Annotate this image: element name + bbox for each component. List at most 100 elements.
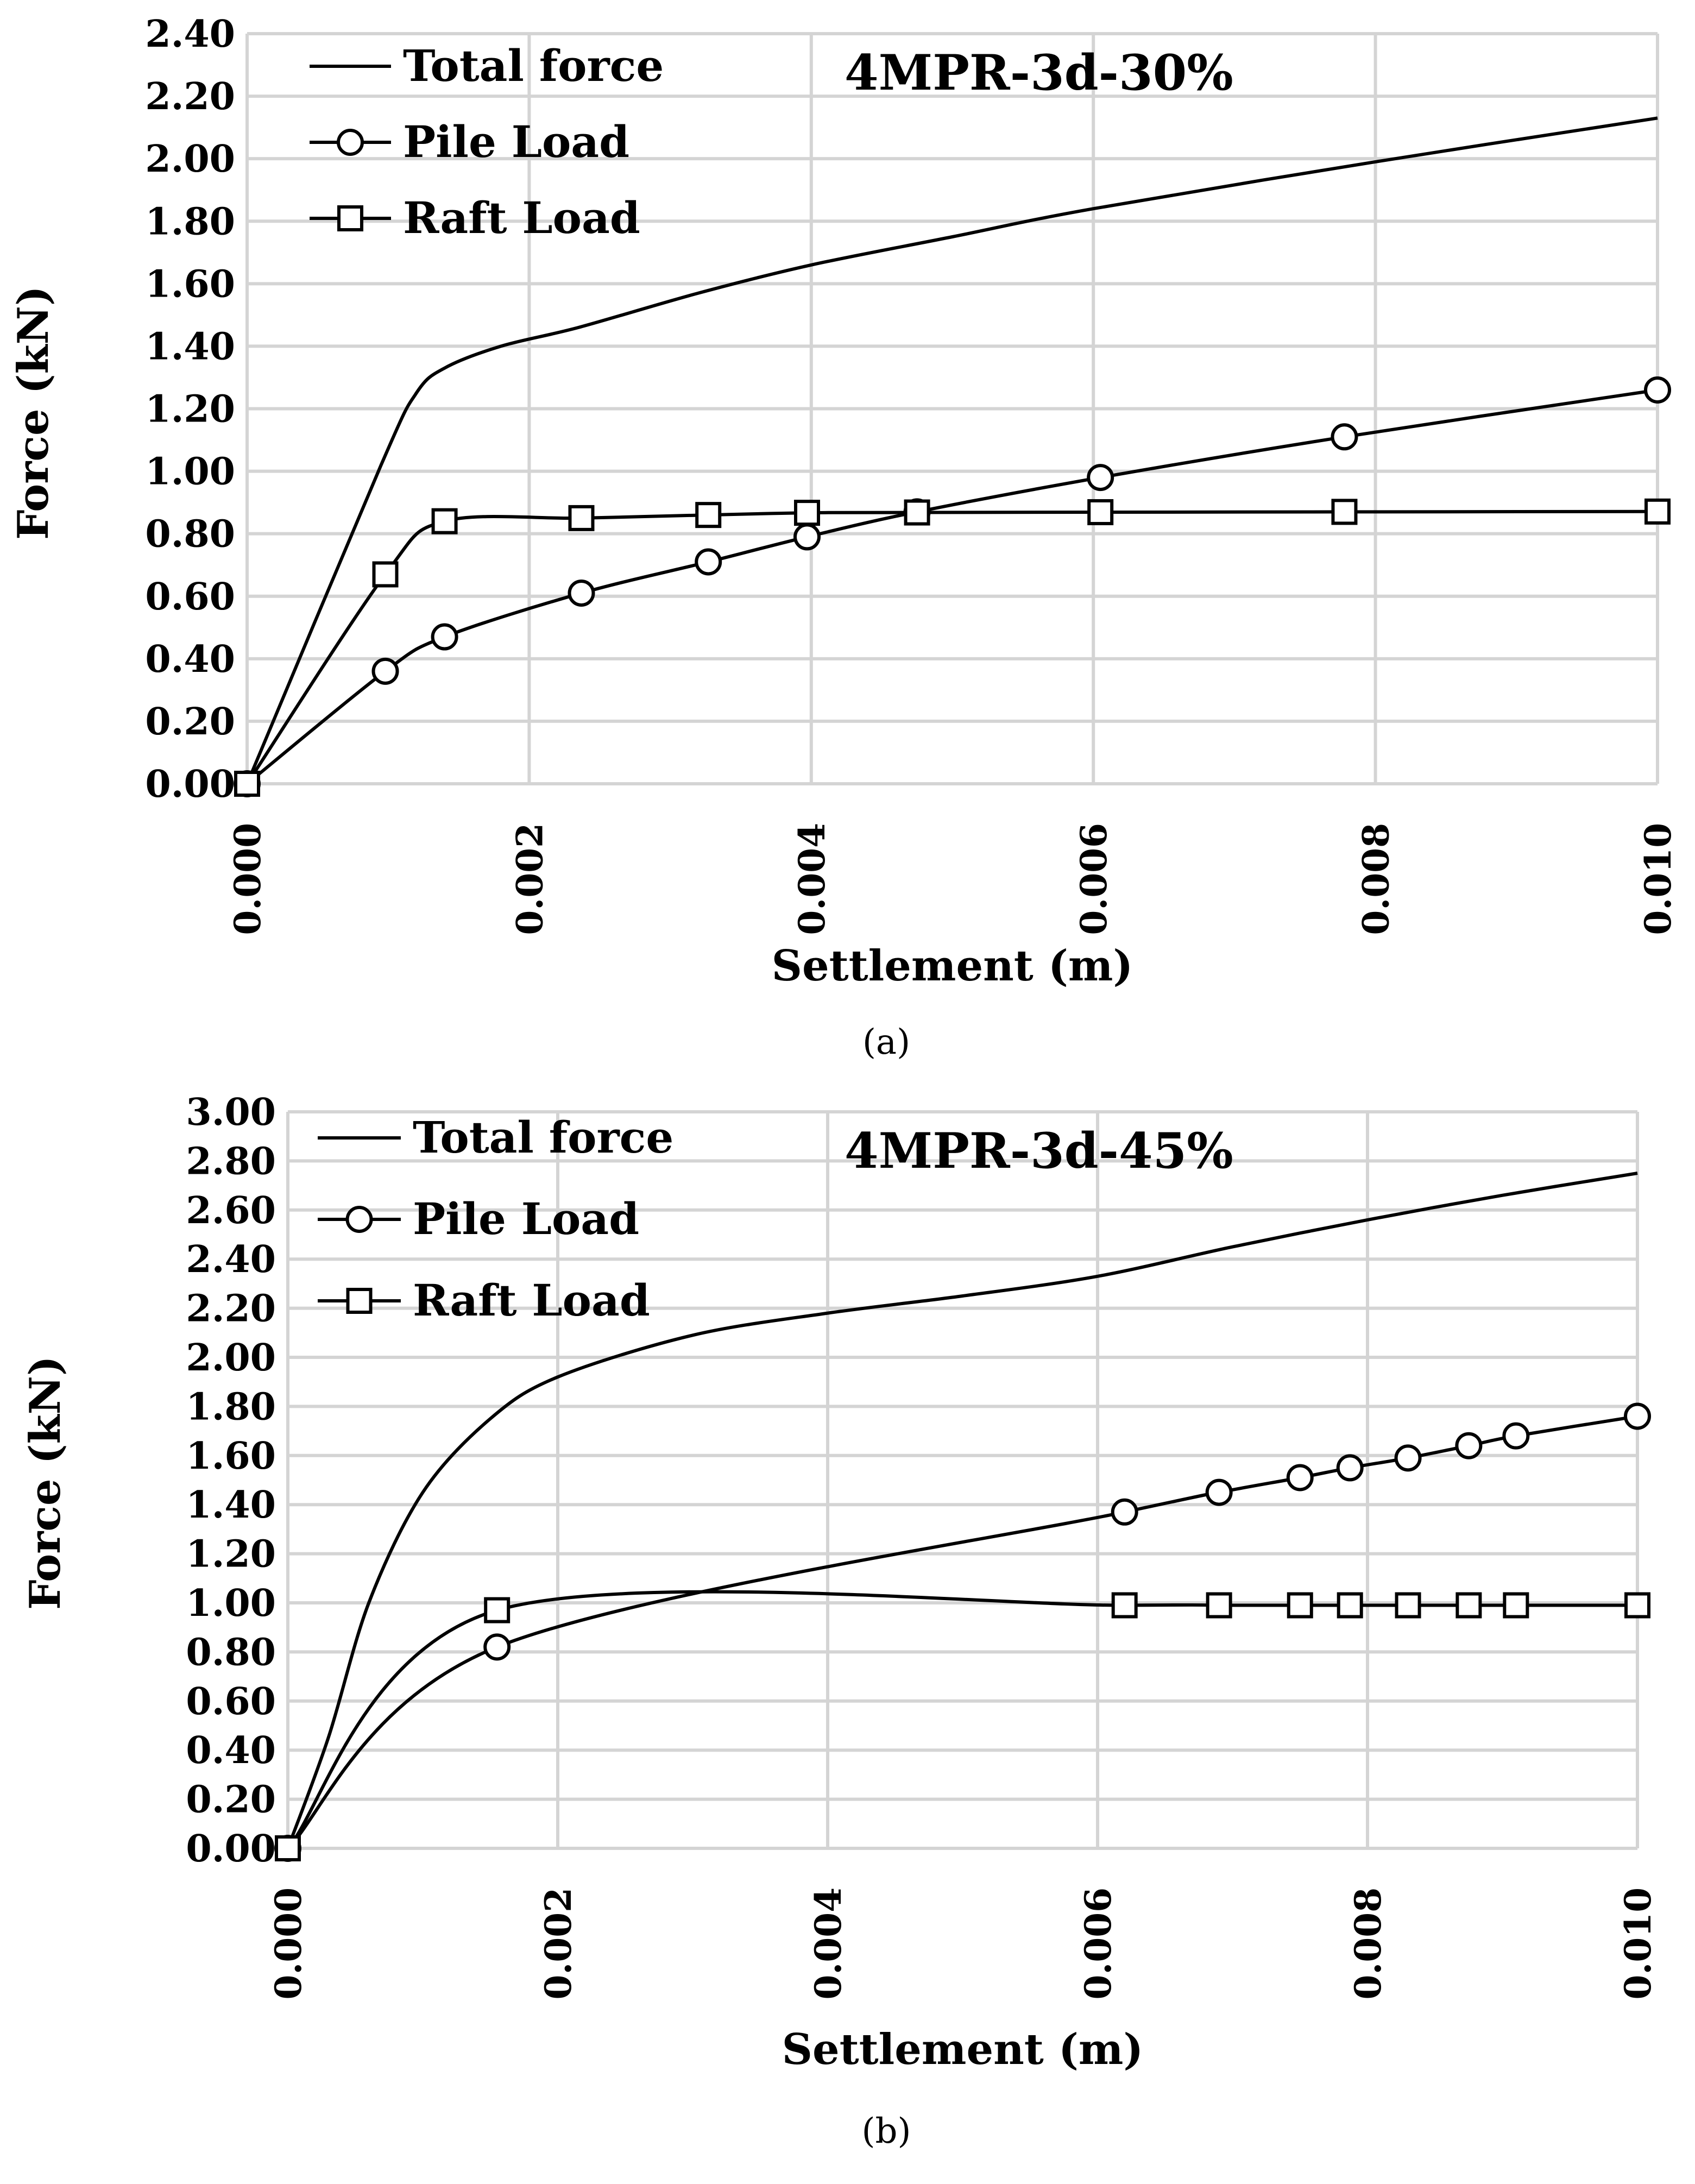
- legend-item: Pile Load: [310, 116, 629, 167]
- data-point-circle: [695, 548, 722, 576]
- y-tick-label: 0.60: [186, 1680, 276, 1723]
- data-point-circle: [483, 1633, 511, 1661]
- y-tick-labels: 0.00 0.20 0.40 0.60 0.80 1.00 1.20 1.40 1.60 1.80…: [145, 12, 235, 806]
- y-tick-label: 1.60: [145, 262, 235, 306]
- legend-label: Pile Load: [403, 116, 629, 167]
- y-tick-label: 1.20: [186, 1533, 276, 1576]
- x-tick-label: 0.010: [1617, 1887, 1659, 2000]
- x-tick-label: 0.000: [226, 823, 269, 935]
- series-line: [286, 1590, 1637, 1849]
- data-point-square: [904, 499, 930, 526]
- data-point-circle: [1624, 1402, 1651, 1430]
- y-tick-label: 0.60: [145, 575, 235, 619]
- legend: Total force Pile Load Raft Load: [310, 40, 664, 243]
- chart-a: 0.00 0.20 0.40 0.60 0.80 1.00 1.20 1.40 1.60 1.80…: [9, 12, 1679, 1062]
- y-tick-label: 2.20: [186, 1287, 276, 1331]
- x-tick-label: 0.010: [1637, 823, 1679, 935]
- y-tick-label: 0.00: [145, 763, 235, 806]
- legend-swatch-marker: [337, 129, 364, 156]
- y-tick-label: 2.00: [145, 137, 235, 181]
- data-point-square: [1503, 1592, 1529, 1619]
- data-point-square: [568, 505, 595, 531]
- x-tick-label: 0.008: [1355, 823, 1397, 935]
- data-point-square: [484, 1597, 511, 1623]
- chart-b: 0.00 0.20 0.40 0.60 0.80 1.00 1.20 1.40 1.60 1.80…: [21, 1091, 1659, 2151]
- y-tick-label: 1.20: [145, 388, 235, 431]
- series-line: [286, 1172, 1638, 1849]
- x-axis-title: Settlement (m): [772, 941, 1133, 991]
- data-point-square: [431, 508, 458, 534]
- data-point-circle: [1111, 1498, 1138, 1526]
- y-tick-label: 2.80: [186, 1140, 276, 1183]
- panel-caption: (a): [862, 1022, 910, 1062]
- legend-item: Total force: [318, 1112, 673, 1163]
- series-total-force: [286, 1172, 1638, 1849]
- data-point-circle: [793, 523, 821, 551]
- y-tick-label: 1.00: [186, 1582, 276, 1625]
- legend-label: Pile Load: [413, 1193, 639, 1244]
- data-point-circle: [1331, 423, 1358, 451]
- y-tick-label: 2.60: [186, 1189, 276, 1232]
- data-point-circle: [1644, 376, 1671, 404]
- series-line: [245, 116, 1658, 785]
- x-tick-label: 0.000: [267, 1887, 310, 2000]
- y-axis-title: Force (kN): [9, 286, 58, 540]
- data-point-square: [1087, 499, 1114, 525]
- legend: Total force Pile Load Raft Load: [318, 1112, 673, 1326]
- y-tick-label: 2.20: [145, 75, 235, 118]
- y-tick-label: 1.80: [145, 200, 235, 243]
- y-tick-label: 1.40: [186, 1483, 276, 1527]
- x-axis-title: Settlement (m): [782, 2025, 1144, 2074]
- x-tick-label: 0.004: [791, 823, 833, 935]
- series-total-force: [245, 116, 1658, 785]
- data-point-square: [1624, 1592, 1650, 1619]
- data-point-square: [1287, 1592, 1313, 1619]
- data-point-circle: [568, 579, 595, 607]
- y-tick-label: 0.40: [186, 1729, 276, 1772]
- y-tick-label: 0.40: [145, 638, 235, 681]
- y-tick-label: 0.00: [186, 1827, 276, 1871]
- data-point-circle: [1394, 1444, 1422, 1472]
- legend-item: Raft Load: [318, 1275, 650, 1326]
- data-point-square: [695, 502, 722, 528]
- series-line: [245, 509, 1658, 785]
- data-point-circle: [371, 657, 399, 685]
- data-point-square: [1337, 1592, 1363, 1619]
- data-point-square: [1331, 499, 1358, 525]
- y-tick-label: 1.40: [145, 325, 235, 368]
- data-point-circle: [1286, 1464, 1314, 1491]
- data-point-square: [275, 1835, 301, 1861]
- chart-title: 4MPR-3d-30%: [845, 44, 1233, 102]
- data-point-circle: [1336, 1454, 1364, 1482]
- series-raft-load: [234, 498, 1671, 797]
- data-point-square: [234, 771, 260, 797]
- x-tick-labels: 0.000 0.002 0.004 0.006 0.008 0.010: [267, 1887, 1659, 2000]
- x-tick-labels: 0.000 0.002 0.004 0.006 0.008 0.010: [226, 823, 1679, 935]
- series-line: [286, 1414, 1638, 1850]
- data-point-circle: [431, 623, 458, 651]
- y-tick-label: 0.80: [186, 1631, 276, 1674]
- data-point-square: [1395, 1592, 1421, 1619]
- x-tick-label: 0.008: [1347, 1887, 1389, 2000]
- panel-caption: (b): [862, 2111, 911, 2151]
- x-tick-label: 0.006: [1073, 823, 1115, 935]
- gridlines: [286, 1110, 1639, 1850]
- data-point-square: [1455, 1592, 1482, 1619]
- gridlines: [245, 32, 1659, 785]
- data-point-square: [372, 561, 399, 588]
- legend-label: Raft Load: [403, 192, 640, 243]
- y-tick-labels: 0.00 0.20 0.40 0.60 0.80 1.00 1.20 1.40 1.60 1.80…: [186, 1091, 276, 1871]
- data-point-square: [1206, 1592, 1232, 1619]
- x-tick-label: 0.006: [1077, 1887, 1119, 2000]
- data-point-square: [794, 500, 821, 526]
- y-tick-label: 3.00: [186, 1091, 276, 1134]
- legend-item: Pile Load: [318, 1193, 639, 1244]
- x-tick-label: 0.002: [508, 823, 551, 935]
- legend-label: Total force: [413, 1112, 673, 1163]
- y-tick-label: 1.00: [145, 450, 235, 494]
- legend-swatch-marker: [337, 205, 363, 231]
- legend-label: Total force: [403, 40, 664, 91]
- series-raft-load: [275, 1590, 1650, 1861]
